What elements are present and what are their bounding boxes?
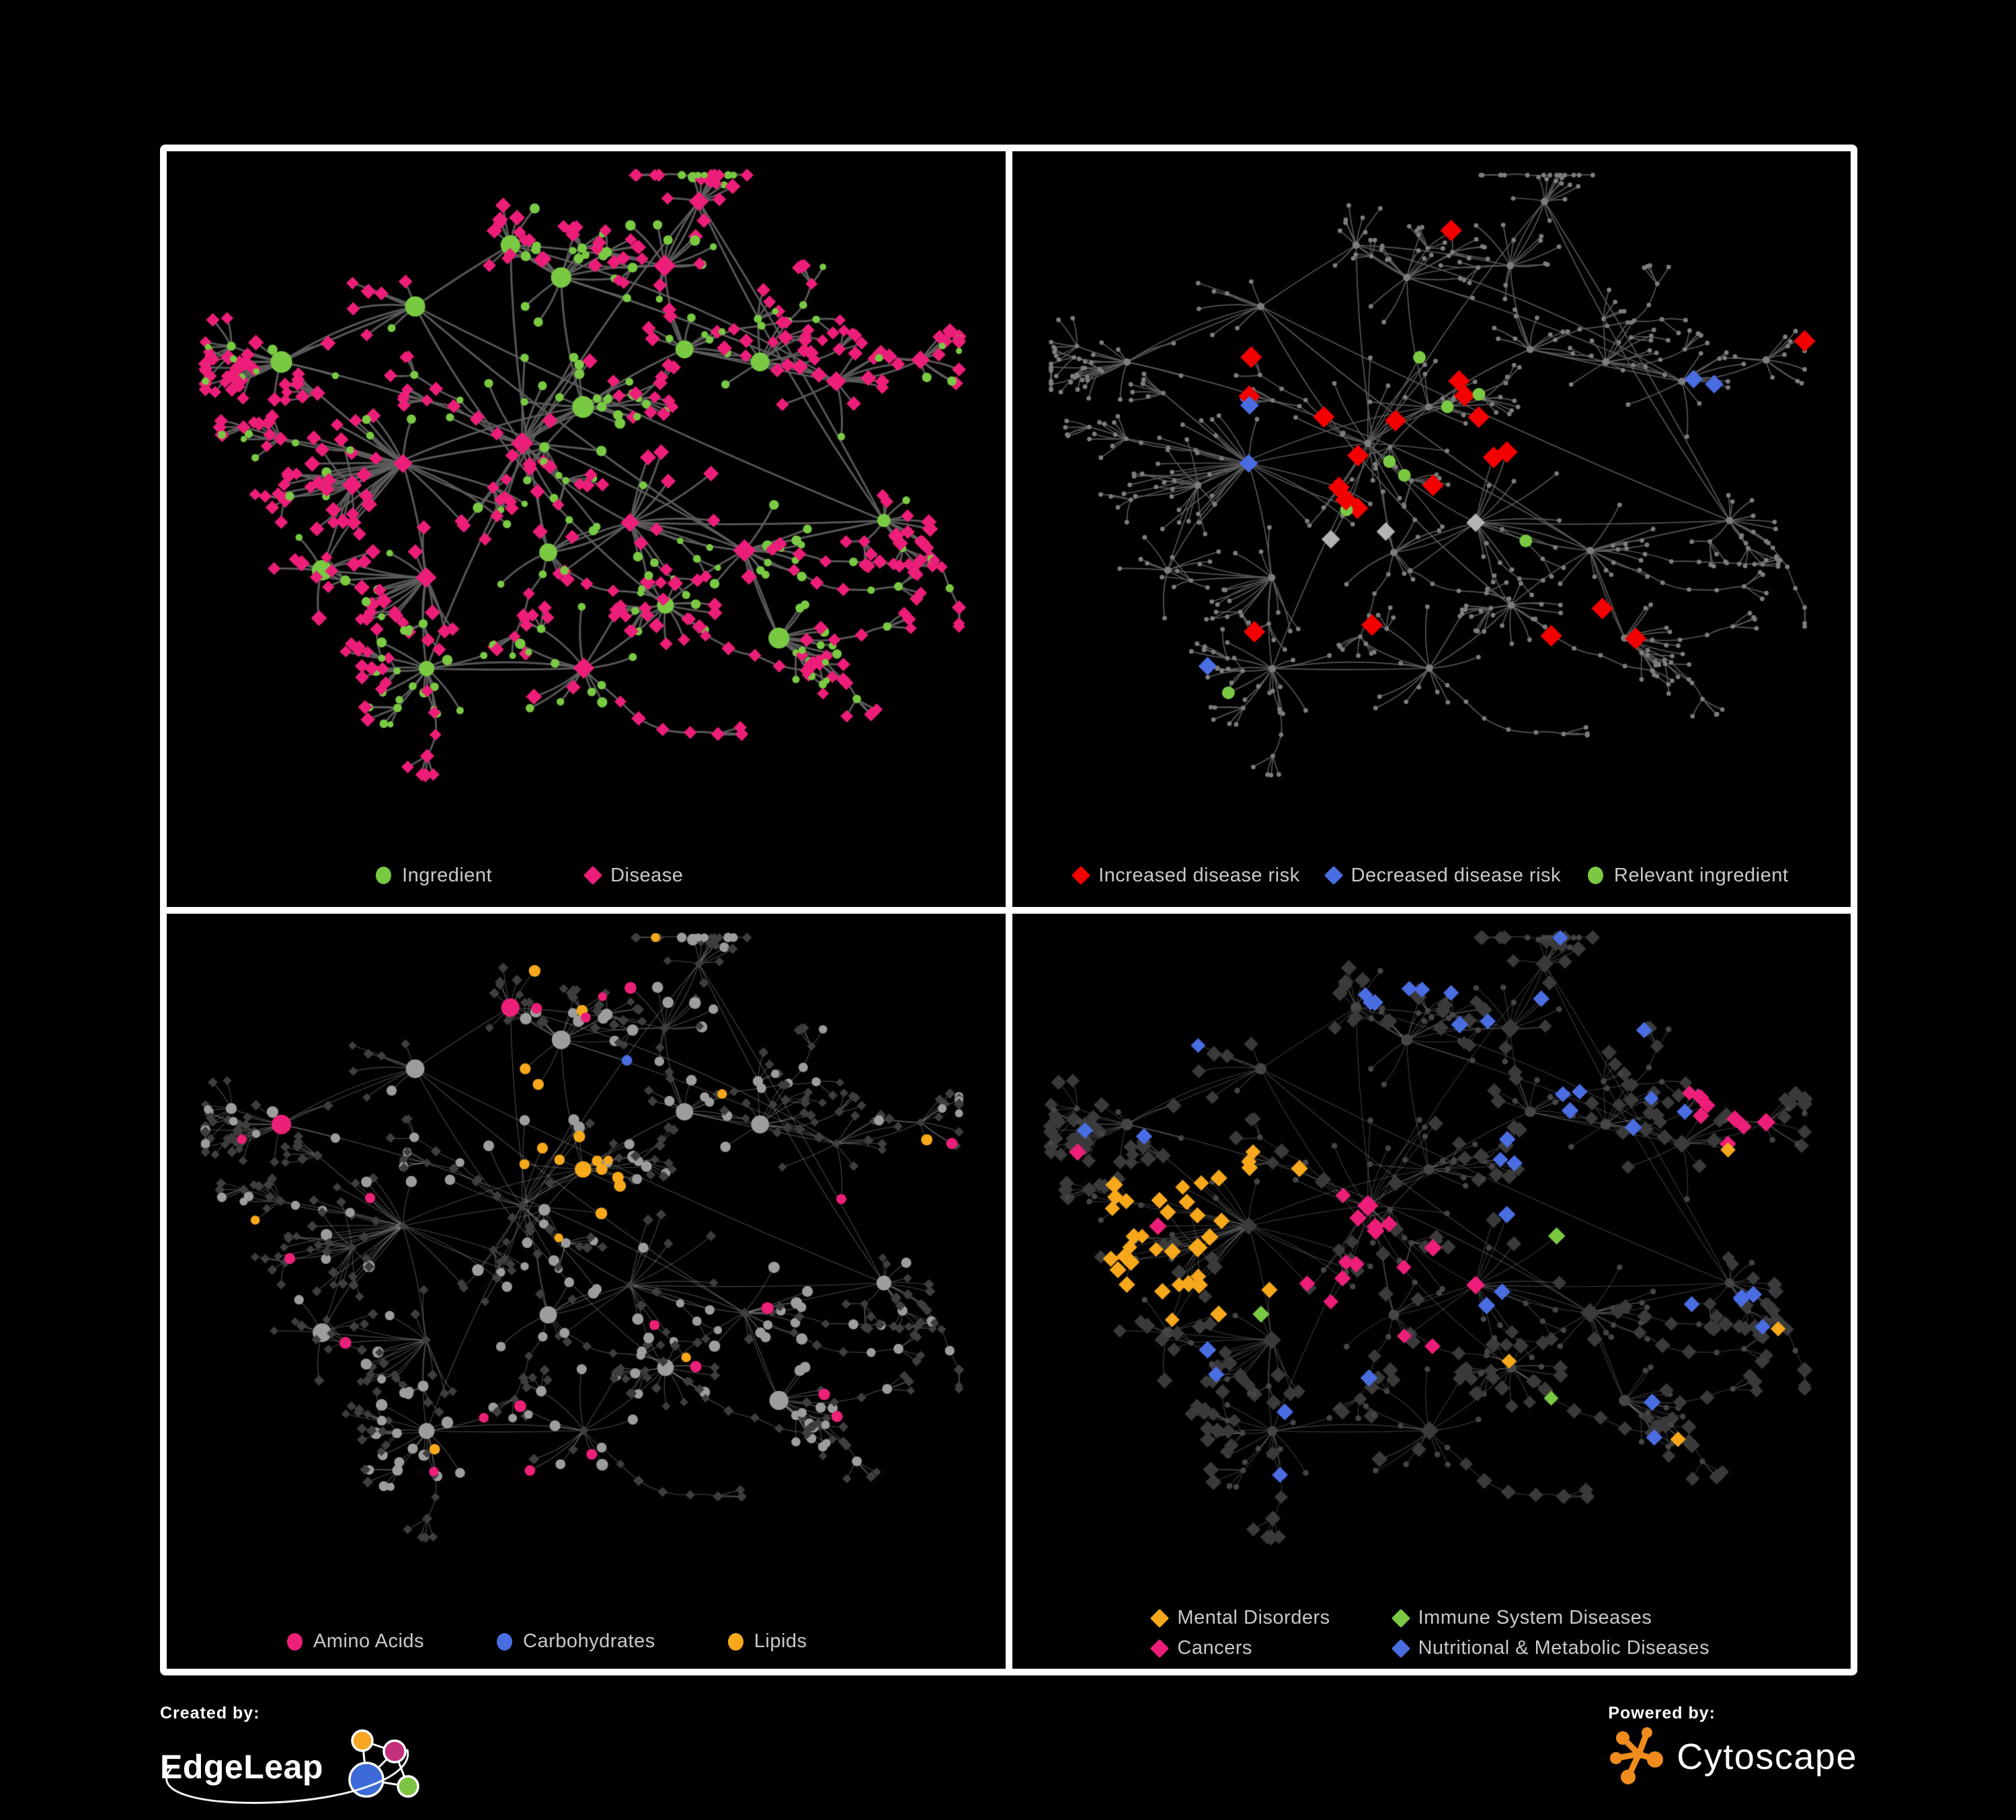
ingredient-disease-legend: Ingredient Disease — [167, 865, 949, 887]
legend-label: Increased disease risk — [1098, 864, 1300, 886]
legend-item-cancers: Cancers — [1150, 1637, 1330, 1659]
legend-item-nutritional-metabolic-diseases: Nutritional & Metabolic Diseases — [1391, 1637, 1710, 1659]
panel-ingredient-disease: Ingredient Disease — [167, 151, 1006, 907]
legend-diamond-marker — [1150, 1638, 1170, 1658]
legend-label: Decreased disease risk — [1350, 864, 1562, 886]
legend-label: Mental Disorders — [1177, 1607, 1330, 1628]
legend-item-mental-disorders: Mental Disorders — [1150, 1607, 1330, 1629]
legend-item-decreased-disease-risk: Decreased disease risk — [1324, 864, 1562, 887]
disease-risk-network-canvas — [1012, 151, 1851, 907]
created-by-label: Created by: — [160, 1704, 260, 1723]
legend-item-disease: Disease — [583, 864, 684, 887]
legend-label: Immune System Diseases — [1418, 1607, 1652, 1628]
panel-ingredient-class: Amino Acids Carbohydrates Lipids — [167, 913, 1006, 1669]
legend-label: Relevant ingredient — [1614, 864, 1789, 886]
ingredient-class-legend: Amino Acids Carbohydrates Lipids — [167, 1630, 967, 1653]
legend-diamond-marker — [583, 865, 603, 885]
powered-by-label: Powered by: — [1608, 1704, 1716, 1723]
cytoscape-logo-icon — [1610, 1727, 1664, 1784]
legend-item-relevant-ingredient: Relevant ingredient — [1588, 865, 1788, 887]
legend-circle-marker — [1588, 867, 1604, 884]
legend-item-lipids: Lipids — [727, 1630, 807, 1653]
legend-label: Disease — [610, 864, 684, 886]
edgeleap-logo-icon — [348, 1729, 419, 1798]
legend-diamond-marker — [1391, 1638, 1410, 1658]
legend-item-immune-system-diseases: Immune System Diseases — [1391, 1607, 1709, 1629]
legend-label: Lipids — [754, 1630, 807, 1652]
legend-circle-marker — [286, 1632, 303, 1651]
cytoscape-wordmark: Cytoscape — [1677, 1737, 1857, 1777]
legend-item-amino-acids: Amino Acids — [286, 1630, 425, 1653]
legend-item-increased-disease-risk: Increased disease risk — [1071, 864, 1300, 887]
disease-class-legend: Mental Disorders Immune System Diseases Ca… — [1012, 1607, 1851, 1659]
legend-diamond-marker — [1324, 865, 1343, 885]
figure-grid: Ingredient Disease Increased disease risk… — [160, 145, 1857, 1675]
ingredient-disease-network-canvas — [167, 151, 1006, 907]
footer: Created by: EdgeLeap — [160, 1704, 1857, 1811]
edgeleap-credit: Created by: EdgeLeap — [160, 1704, 430, 1811]
legend-circle-marker — [727, 1632, 743, 1651]
legend-diamond-marker — [1071, 865, 1091, 885]
legend-label: Ingredient — [402, 864, 493, 886]
legend-label: Amino Acids — [313, 1630, 425, 1652]
legend-diamond-marker — [1391, 1608, 1410, 1628]
legend-label: Carbohydrates — [523, 1630, 655, 1652]
ingredient-class-network-canvas — [167, 913, 1006, 1669]
legend-item-carbohydrates: Carbohydrates — [497, 1630, 655, 1653]
legend-item-ingredient: Ingredient — [376, 865, 492, 887]
legend-label: Nutritional & Metabolic Diseases — [1418, 1637, 1710, 1659]
cytoscape-credit: Powered by: — [1608, 1704, 1857, 1790]
legend-circle-marker — [376, 867, 392, 884]
panel-disease-risk: Increased disease risk Decreased disease … — [1012, 151, 1851, 907]
legend-circle-marker — [497, 1632, 513, 1651]
legend-label: Cancers — [1177, 1637, 1252, 1659]
legend-diamond-marker — [1150, 1608, 1170, 1628]
edgeleap-wordmark: EdgeLeap — [160, 1748, 323, 1786]
panel-disease-class: Mental Disorders Immune System Diseases Ca… — [1012, 913, 1851, 1669]
disease-class-network-canvas — [1012, 913, 1851, 1669]
disease-risk-legend: Increased disease risk Decreased disease … — [1012, 865, 1851, 887]
